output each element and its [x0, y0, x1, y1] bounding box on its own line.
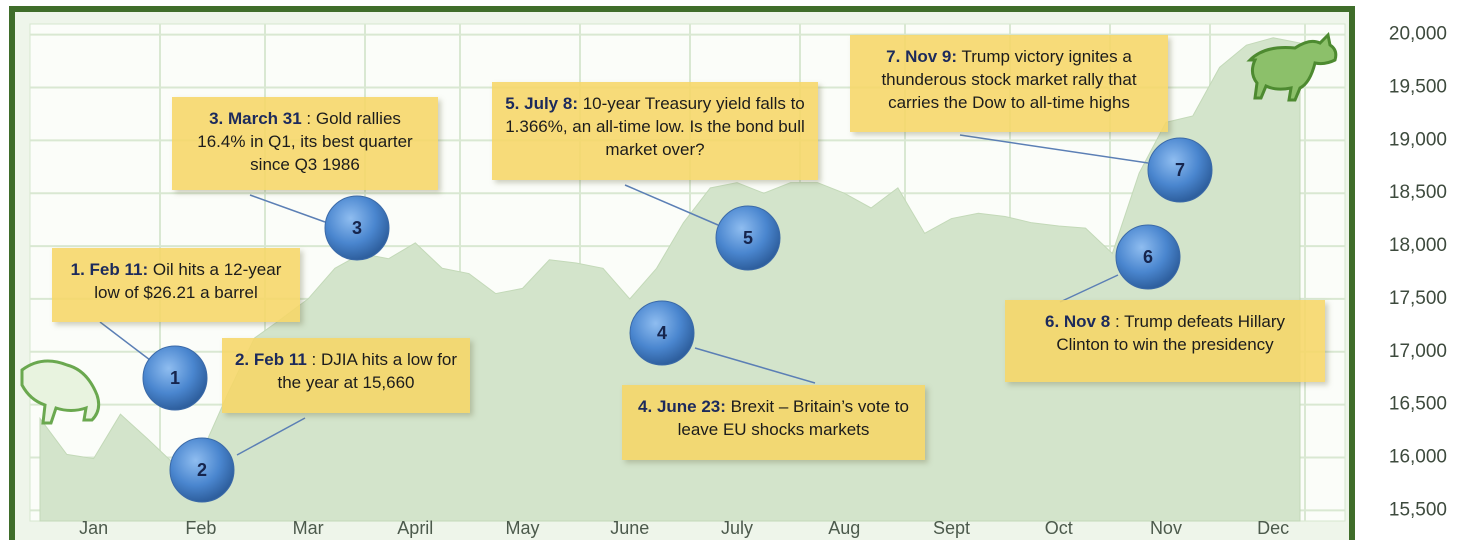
callout-text: 10-year Treasury yield falls to 1.366%, … — [505, 94, 805, 159]
marker-number: 2 — [197, 460, 207, 480]
connector — [249, 194, 326, 223]
callout: 1. Feb 11: Oil hits a 12-year low of $26… — [52, 248, 300, 322]
connector — [959, 134, 1149, 164]
callout-label: 5. July 8: — [505, 94, 578, 113]
x-tick-label: Mar — [293, 518, 324, 538]
x-tick-label: Jan — [79, 518, 108, 538]
x-tick-label: Aug — [828, 518, 860, 538]
marker-number: 1 — [170, 368, 180, 388]
callout-text: : Trump defeats Hillary Clinton to win t… — [1056, 312, 1285, 354]
x-tick-label: Sept — [933, 518, 970, 538]
callout-label: 6. Nov 8 — [1045, 312, 1111, 331]
callout-label: 1. Feb 11: — [70, 260, 149, 279]
y-tick-label: 18,000 — [1389, 235, 1447, 256]
callout: 5. July 8: 10-year Treasury yield falls … — [492, 82, 818, 180]
connector — [1059, 274, 1119, 303]
marker-number: 5 — [743, 228, 753, 248]
icons — [20, 31, 1338, 425]
marker-number: 6 — [1143, 247, 1153, 267]
marker-circle — [1115, 224, 1181, 290]
callout-text: : Gold rallies 16.4% in Q1, its best qua… — [197, 109, 413, 174]
y-tick-label: 17,000 — [1389, 341, 1447, 362]
connector — [99, 321, 151, 361]
marker-circle — [324, 195, 390, 261]
connector — [236, 417, 306, 456]
x-tick-label: Nov — [1150, 518, 1182, 538]
bull-icon — [1246, 31, 1338, 102]
x-tick-label: May — [506, 518, 540, 538]
callout-label: 2. Feb 11 — [234, 350, 307, 369]
marker-circle — [142, 345, 208, 411]
connector — [624, 184, 719, 226]
callout-text: Oil hits a 12-year low of $26.21 a barre… — [94, 260, 282, 302]
y-tick-label: 16,000 — [1389, 447, 1447, 468]
x-tick-label: Oct — [1045, 518, 1073, 538]
y-tick-label: 16,500 — [1389, 394, 1447, 415]
callout-text: Trump victory ignites a thunderous stock… — [881, 47, 1137, 112]
marker-number: 3 — [352, 218, 362, 238]
x-tick-label: Dec — [1257, 518, 1289, 538]
callout-label: 3. March 31 — [209, 109, 302, 128]
x-tick-label: June — [610, 518, 649, 538]
callout-label: 7. Nov 9: — [886, 47, 958, 66]
x-tick-label: Feb — [185, 518, 216, 538]
y-tick-label: 18,500 — [1389, 182, 1447, 203]
callout: 6. Nov 8 : Trump defeats Hillary Clinton… — [1005, 300, 1325, 382]
callout-text: Brexit – Britain’s vote to leave EU shoc… — [677, 397, 909, 439]
marker-number: 4 — [657, 323, 667, 343]
callout: 4. June 23: Brexit – Britain’s vote to l… — [622, 385, 925, 460]
marker-circle — [169, 437, 235, 503]
marker-circle — [1147, 137, 1213, 203]
callout-text: : DJIA hits a low for the year at 15,660 — [277, 350, 458, 392]
y-tick-label: 20,000 — [1389, 24, 1447, 45]
callout: 2. Feb 11 : DJIA hits a low for the year… — [222, 338, 470, 413]
x-tick-label: July — [721, 518, 753, 538]
callout: 3. March 31 : Gold rallies 16.4% in Q1, … — [172, 97, 438, 190]
y-tick-label: 17,500 — [1389, 288, 1447, 309]
y-tick-label: 19,500 — [1389, 76, 1447, 97]
y-tick-label: 19,000 — [1389, 129, 1447, 150]
connector — [694, 347, 816, 384]
callout-label: 4. June 23: — [638, 397, 726, 416]
marker-circle — [715, 205, 781, 271]
callout: 7. Nov 9: Trump victory ignites a thunde… — [850, 35, 1168, 132]
y-tick-label: 15,500 — [1389, 499, 1447, 520]
bear-icon — [20, 359, 101, 425]
marker-number: 7 — [1175, 160, 1185, 180]
x-tick-label: April — [397, 518, 433, 538]
marker-circle — [629, 300, 695, 366]
